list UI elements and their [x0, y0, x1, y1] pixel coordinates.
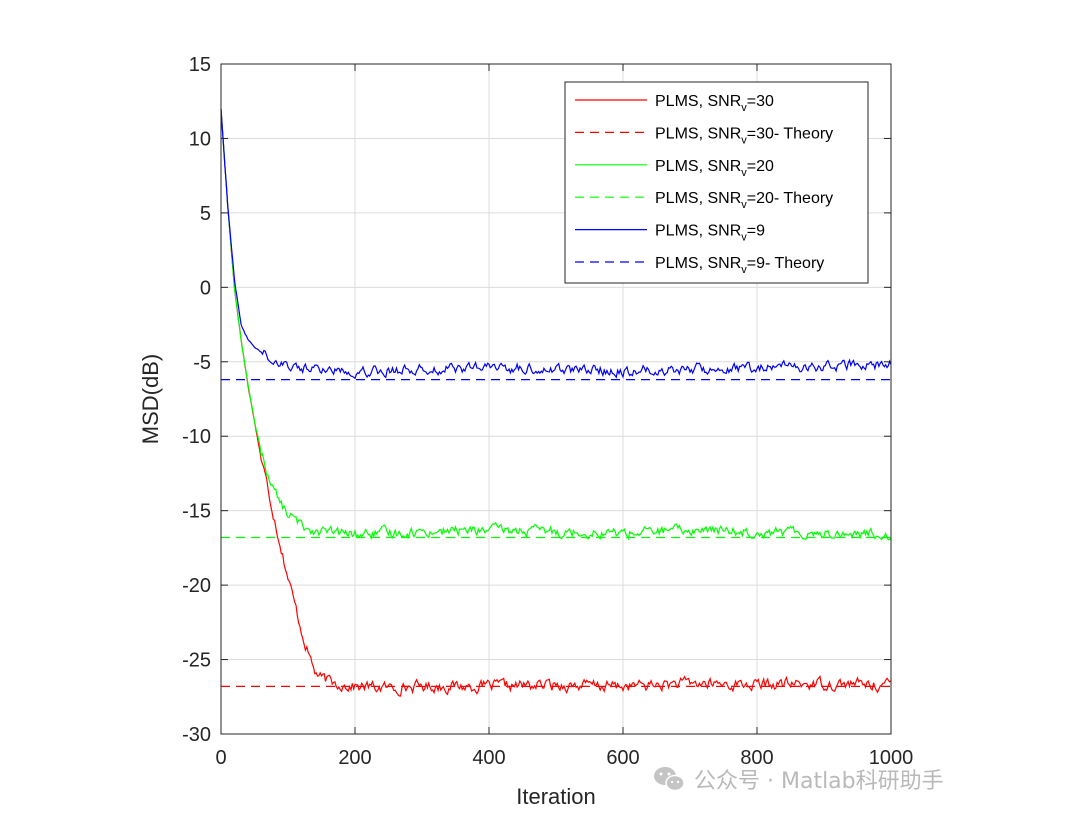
- legend-entry-subscript: v: [741, 232, 747, 244]
- y-tick-label: 15: [189, 54, 211, 76]
- legend-entry: PLMS, SNRv=20: [655, 158, 774, 179]
- legend-entry-suffix: =9- Theory: [747, 255, 825, 272]
- y-tick-label: -20: [182, 575, 211, 597]
- legend-entry-main: PLMS, SNR: [655, 93, 741, 110]
- legend-entry: PLMS, SNRv=30- Theory: [655, 125, 833, 146]
- series-line: [220, 109, 892, 697]
- wechat-icon: [654, 767, 685, 792]
- axes-box: [220, 63, 892, 735]
- watermark-text: 公众号 · Matlab科研助手: [694, 769, 944, 794]
- legend-entry-suffix: =20- Theory: [747, 190, 833, 207]
- legend-entry: PLMS, SNRv=20- Theory: [655, 190, 833, 211]
- legend-entry-subscript: v: [741, 199, 747, 211]
- series-layer: [220, 108, 892, 697]
- y-tick-label: -10: [182, 426, 211, 448]
- legend-entry: PLMS, SNRv=30: [655, 93, 774, 114]
- series-line: [220, 108, 892, 380]
- legend-entry-subscript: v: [741, 102, 747, 114]
- watermark: 公众号 · Matlab科研助手: [652, 762, 944, 796]
- y-tick-label: -30: [182, 724, 211, 746]
- legend-entry-suffix: =30: [747, 93, 774, 110]
- legend-entry-subscript: v: [741, 134, 747, 146]
- x-tick-label: 1000: [869, 747, 914, 769]
- legend-entry: PLMS, SNRv=9- Theory: [655, 255, 824, 276]
- grid: [220, 63, 892, 735]
- legend-entry-main: PLMS, SNR: [655, 158, 741, 175]
- y-tick-label: 0: [200, 277, 211, 299]
- x-tick-label: 800: [740, 747, 773, 769]
- y-axis-label: MSD(dB): [138, 354, 163, 444]
- x-tick-label: 400: [472, 747, 505, 769]
- x-axis-label: Iteration: [516, 784, 596, 809]
- ticks: [220, 63, 892, 735]
- tick-labels: 0 200 400 600 800 1000 15 10 5 0 -5 -10 -15 -20 -25 -30: [182, 54, 913, 769]
- y-tick-label: 10: [189, 128, 211, 150]
- legend-entry-subscript: v: [741, 167, 747, 179]
- x-tick-label: 200: [338, 747, 371, 769]
- x-tick-label: 600: [606, 747, 639, 769]
- legend-entry-main: PLMS, SNR: [655, 125, 741, 142]
- y-tick-label: -5: [193, 352, 211, 374]
- legend-entry-subscript: v: [741, 264, 747, 276]
- legend-entry: PLMS, SNRv=9: [655, 223, 765, 244]
- legend-entry-main: PLMS, SNR: [655, 255, 741, 272]
- x-tick-label: 0: [215, 747, 226, 769]
- legend-entry-suffix: =9: [747, 223, 765, 240]
- legend-entry-suffix: =20: [747, 158, 774, 175]
- legend-box: [564, 81, 869, 284]
- legend-entry-main: PLMS, SNR: [655, 190, 741, 207]
- series-line: [220, 108, 892, 541]
- y-tick-label: -15: [182, 501, 211, 523]
- y-tick-label: -25: [182, 650, 211, 672]
- legend-entry-main: PLMS, SNR: [655, 223, 741, 240]
- y-tick-label: 5: [200, 203, 211, 225]
- legend-entry-suffix: =30- Theory: [747, 125, 833, 142]
